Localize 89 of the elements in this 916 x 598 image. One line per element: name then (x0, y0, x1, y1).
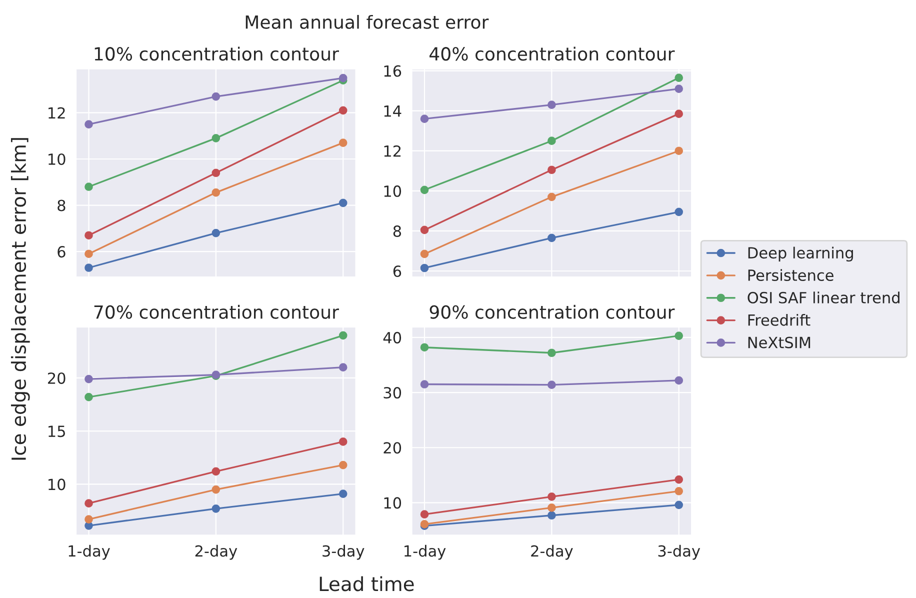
point (212, 92, 220, 101)
legend-label: Persistence (748, 269, 834, 282)
point (84, 392, 93, 402)
point (674, 110, 684, 118)
y-tick-label: 16 (384, 65, 402, 77)
point (548, 348, 556, 358)
chart-title: 70% concentration contour (94, 304, 339, 319)
y-tick-label: 10 (384, 185, 402, 197)
x-tick-label: 2-day (531, 544, 573, 560)
y-tick-label: 12 (384, 145, 401, 157)
point (212, 485, 220, 494)
point (548, 166, 556, 174)
x-tick-label: 2-day (195, 544, 238, 560)
point (338, 363, 348, 372)
point (212, 188, 220, 197)
x-tick-label: 3-day (658, 544, 700, 560)
point (84, 264, 93, 272)
point (338, 106, 348, 115)
point (338, 438, 348, 446)
point (548, 136, 556, 146)
point (674, 84, 684, 93)
point (420, 250, 429, 258)
point (548, 192, 556, 202)
y-tick-label: 30 (384, 387, 402, 399)
point (338, 490, 348, 498)
x-tick-label: 1-day (68, 544, 110, 560)
point (420, 186, 429, 194)
y-tick-label: 12 (48, 107, 65, 119)
x-tick-label: 1-day (404, 544, 446, 560)
point (674, 500, 684, 510)
point (84, 374, 93, 384)
point (674, 332, 684, 340)
point (674, 146, 684, 156)
y-tick-label: 6 (58, 246, 66, 258)
point (674, 208, 684, 216)
point (84, 250, 93, 258)
y-tick-label: 8 (58, 200, 66, 212)
point (548, 504, 556, 512)
y-tick-label: 10 (48, 478, 66, 490)
chart-title: 90% concentration contour (430, 304, 675, 319)
x-tick-label: 3-day (322, 544, 364, 560)
point (420, 226, 429, 234)
point (212, 228, 220, 238)
point (212, 168, 220, 178)
y-tick-label: 10 (48, 153, 66, 166)
point (420, 264, 429, 272)
point (420, 343, 429, 352)
point (420, 114, 429, 123)
y-tick-label: 20 (384, 442, 402, 454)
point (212, 134, 220, 142)
legend-label: OSI SAF linear trend (748, 292, 900, 304)
point (548, 380, 556, 389)
point (338, 331, 348, 340)
y-tick-label: 6 (393, 265, 402, 278)
text: Mean annual forecast error (246, 14, 489, 29)
chart-title: 40% concentration contour (430, 46, 675, 61)
chart-title: 10% concentration contour (94, 46, 339, 61)
y-tick-label: 10 (384, 497, 402, 509)
y-tick-label: 20 (48, 372, 66, 384)
legend-label: Freedrift (748, 314, 810, 326)
point (84, 182, 93, 191)
point (338, 198, 348, 208)
point (84, 515, 93, 524)
y-tick-label: 8 (393, 225, 402, 237)
x-axis-title: Lead time (320, 576, 414, 592)
y-tick-label: 14 (384, 105, 402, 117)
point (674, 486, 684, 496)
point (548, 492, 556, 501)
point (548, 100, 556, 109)
point (212, 467, 220, 476)
legend-label: NeXtSIM (748, 336, 810, 348)
y-tick-label: 40 (383, 332, 402, 344)
point (674, 74, 684, 82)
legend-label: Deep learning (748, 246, 853, 262)
point (338, 74, 348, 82)
point (338, 460, 348, 470)
point (212, 504, 220, 513)
point (84, 120, 93, 128)
point (84, 499, 93, 508)
y-tick-label: 15 (48, 426, 65, 438)
point (548, 234, 556, 242)
point (84, 231, 93, 240)
y-axis-title: Ice edge displacement error [km] (10, 138, 30, 460)
point (674, 376, 684, 385)
point (338, 138, 348, 147)
point (548, 511, 556, 520)
point (674, 475, 684, 484)
point (420, 380, 429, 388)
point (420, 510, 429, 518)
